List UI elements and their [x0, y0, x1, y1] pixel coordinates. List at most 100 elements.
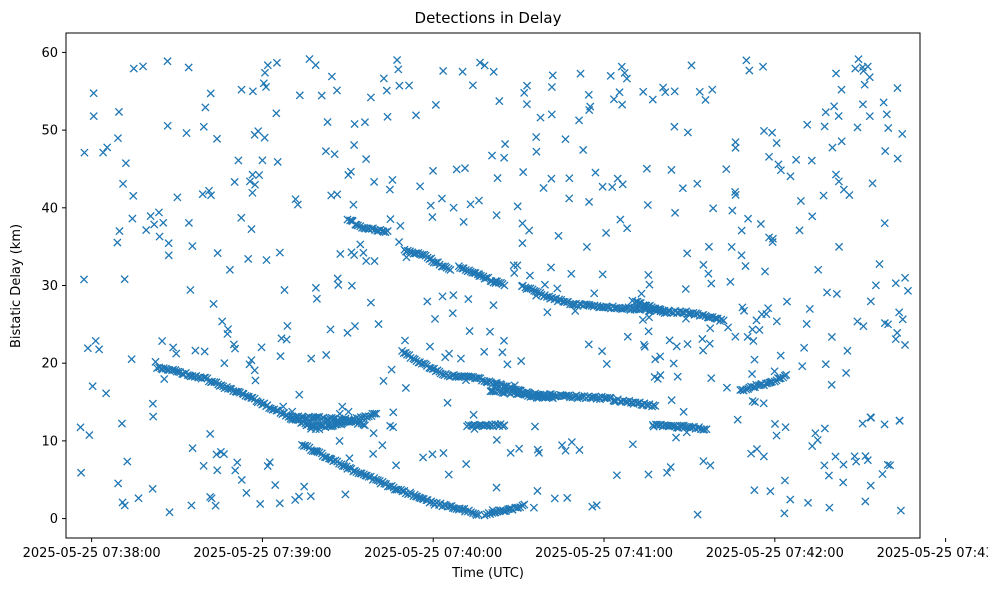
detection-point [802, 319, 811, 329]
detection-point [489, 301, 498, 310]
detection-point [772, 138, 781, 148]
detection-point [756, 219, 765, 229]
detection-point [645, 280, 654, 289]
plot-area [76, 54, 913, 520]
detection-point [617, 62, 626, 71]
detection-point [273, 157, 282, 166]
detection-point [206, 429, 215, 438]
detection-point [792, 155, 801, 164]
detection-point [349, 200, 358, 209]
detection-point [129, 64, 138, 73]
detection-point [209, 299, 218, 308]
detection-point [102, 389, 111, 398]
detection-point [149, 412, 158, 421]
detection-point [851, 64, 860, 73]
detection-point [670, 122, 679, 131]
detection-point [576, 69, 585, 78]
detection-point [706, 312, 715, 322]
detection-point [603, 393, 612, 402]
detection-point [702, 425, 711, 434]
detection-point [561, 391, 570, 400]
detection-point [113, 134, 123, 143]
detection-point [114, 479, 123, 488]
detection-point [834, 177, 843, 186]
detection-point [360, 118, 370, 127]
detection-point [492, 380, 501, 389]
detection-point [750, 355, 759, 364]
detection-point [113, 238, 122, 247]
detection-point [772, 317, 781, 326]
detection-point [311, 283, 320, 292]
detection-point [513, 202, 522, 211]
detection-point [250, 180, 260, 189]
detection-point [667, 165, 676, 174]
detection-point [519, 168, 528, 177]
detection-point [723, 323, 733, 332]
detection-point [237, 85, 246, 94]
detection-point [786, 495, 795, 504]
detection-point [649, 401, 658, 410]
detection-point [525, 226, 534, 235]
detection-point [865, 73, 874, 82]
detection-point [667, 396, 676, 405]
detection-point [327, 72, 336, 81]
detection-point [517, 356, 526, 366]
detection-point [502, 387, 511, 396]
detection-point [230, 344, 240, 353]
detection-point [743, 332, 752, 341]
detection-point [485, 327, 495, 336]
detection-point [550, 494, 559, 503]
detection-point [233, 458, 242, 467]
detection-point [554, 231, 563, 240]
detection-point [510, 381, 519, 390]
detection-point [247, 225, 256, 234]
detection-point [306, 492, 315, 501]
detection-point [752, 444, 761, 454]
detection-point [615, 88, 624, 97]
detection-point [628, 440, 637, 449]
detection-point [832, 289, 841, 298]
detection-point [584, 90, 593, 99]
detection-point [547, 82, 556, 92]
x-axis: 2025-05-25 07:38:00 2025-05-25 07:39:00 20… [23, 538, 988, 561]
detection-point [263, 61, 272, 70]
detection-point [739, 386, 748, 395]
detection-point [602, 228, 611, 237]
detection-point [670, 87, 679, 96]
detection-point [698, 334, 707, 344]
detection-point [212, 450, 221, 459]
detection-point [127, 355, 136, 364]
detection-point [744, 214, 753, 223]
detection-point [237, 475, 246, 485]
detection-point [612, 471, 621, 480]
detection-point [731, 187, 740, 196]
detection-point [699, 310, 708, 319]
detection-point [523, 81, 532, 90]
detection-point [88, 382, 97, 391]
detection-point [416, 182, 425, 191]
detection-point [138, 62, 148, 71]
detection-point [760, 267, 770, 276]
detection-point [750, 486, 759, 495]
detection-point [831, 69, 841, 78]
detection-point [786, 172, 795, 181]
detection-point [426, 364, 435, 373]
detection-point [561, 135, 570, 144]
detection-point [705, 339, 714, 348]
detection-point [682, 428, 691, 437]
detection-point [95, 345, 104, 354]
detection-point [642, 301, 651, 310]
detection-point [394, 65, 403, 74]
detection-point [115, 227, 124, 236]
detection-point [704, 269, 713, 278]
detection-point [396, 221, 405, 230]
detection-point [618, 100, 627, 109]
detection-point [499, 507, 509, 516]
detection-point [462, 460, 471, 469]
detection-point [500, 421, 509, 430]
detection-point [387, 365, 396, 374]
detection-point [638, 315, 647, 324]
detection-point [350, 140, 359, 150]
detection-point [898, 315, 907, 324]
detection-point [586, 102, 595, 111]
